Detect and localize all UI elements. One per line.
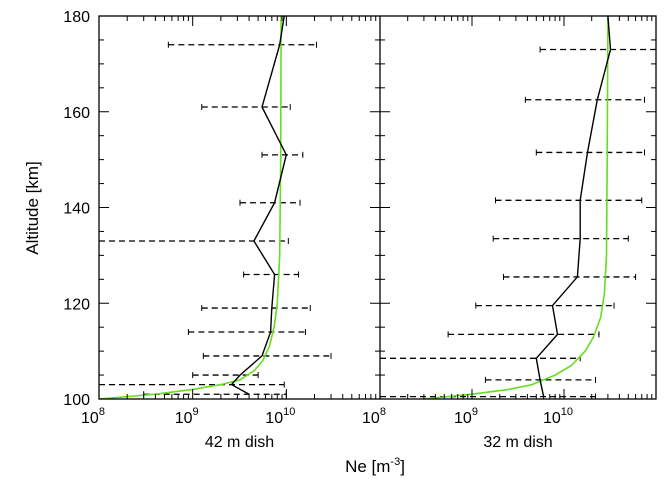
x-tick-label-base: 10 (175, 410, 193, 427)
y-tick-label: 100 (63, 392, 90, 409)
x-tick-label-exponent: 8 (380, 406, 386, 418)
plot-area (380, 16, 656, 399)
x-tick-label-exponent: 10 (561, 406, 573, 418)
y-axis-label: Altitude [km] (23, 161, 42, 255)
x-axis-label-exponent: -3 (390, 456, 400, 468)
y-tick-label: 180 (63, 9, 90, 26)
y-tick-label: 160 (63, 105, 90, 122)
x-tick-label: 109 (454, 406, 478, 427)
model-line (99, 16, 282, 399)
x-tick-label: 109 (175, 406, 199, 427)
x-tick-label-exponent: 9 (472, 406, 478, 418)
x-tick-label-exponent: 10 (283, 406, 295, 418)
x-tick-label-exponent: 8 (99, 406, 105, 418)
chart-frame: 100 120 140 160 180 (63, 9, 657, 409)
x-axis-label: Ne [m-3] (345, 456, 405, 476)
x-tick-label-base: 10 (81, 410, 99, 427)
panel-label: 32 m dish (483, 434, 552, 451)
x-tick-label: 1010 (543, 406, 573, 427)
x-tick-label: 1010 (265, 406, 295, 427)
x-tick-label: 108 (362, 406, 386, 427)
measured-line (230, 16, 288, 395)
plot-area (99, 16, 332, 399)
panel-label: 42 m dish (205, 434, 274, 451)
x-tick-label-base: 10 (543, 410, 561, 427)
x-tick-label-base: 10 (265, 410, 283, 427)
x-tick-label: 108 (81, 406, 105, 427)
x-tick-label-exponent: 9 (193, 406, 199, 418)
x-axis-label-main: Ne [m (345, 457, 390, 476)
measured-line (535, 16, 612, 397)
x-tick-label-base: 10 (454, 410, 472, 427)
y-tick-label: 120 (63, 296, 90, 313)
y-tick-label: 140 (63, 201, 90, 218)
x-tick-label-base: 10 (362, 410, 380, 427)
model-line (423, 16, 609, 399)
x-axis-label-close: ] (400, 457, 405, 476)
